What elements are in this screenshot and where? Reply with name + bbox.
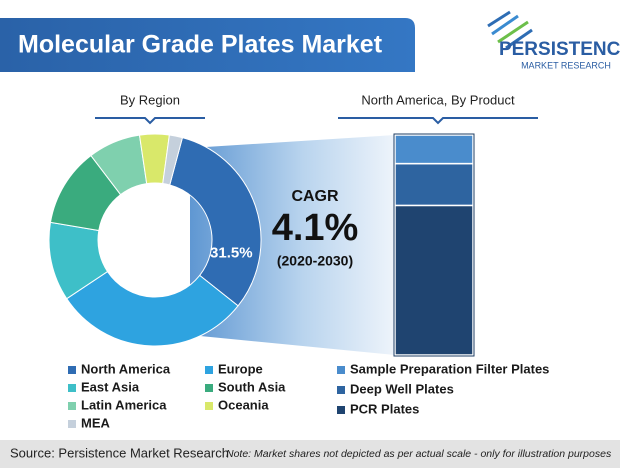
legend-swatch bbox=[205, 384, 213, 392]
donut-title: By Region bbox=[120, 92, 180, 107]
bar-segment bbox=[394, 204, 474, 356]
note: Note: Market shares not depicted as per … bbox=[226, 448, 612, 460]
bracket bbox=[338, 117, 538, 125]
legend: North America Europe East Asia South Asia La… bbox=[68, 361, 549, 430]
title: Molecular Grade Plates Market bbox=[18, 31, 383, 59]
legend-swatch bbox=[205, 366, 213, 374]
logo-text: PERSISTENCE bbox=[499, 39, 620, 60]
legend-label: MEA bbox=[81, 415, 111, 430]
bracket bbox=[95, 117, 205, 125]
bar-outline bbox=[393, 133, 475, 357]
source: Source: Persistence Market Research bbox=[10, 445, 229, 460]
logo-icon bbox=[487, 10, 533, 50]
legend-label: North America bbox=[81, 361, 171, 376]
legend-swatch bbox=[337, 406, 345, 414]
legend-label: Sample Preparation Filter Plates bbox=[350, 361, 549, 376]
legend-label: PCR Plates bbox=[350, 401, 419, 416]
donut-segment bbox=[162, 134, 184, 186]
legend-label: South Asia bbox=[218, 379, 286, 394]
legend-label: Oceania bbox=[218, 397, 269, 412]
legend-swatch bbox=[337, 386, 345, 394]
bar-segment bbox=[394, 134, 474, 165]
legend-label: Latin America bbox=[81, 397, 167, 412]
legend-swatch bbox=[205, 402, 213, 410]
donut-segment bbox=[66, 270, 239, 347]
title-banner bbox=[0, 18, 415, 72]
legend-label: Deep Well Plates bbox=[350, 381, 454, 396]
stacked-bar bbox=[393, 133, 475, 357]
legend-swatch bbox=[337, 366, 345, 374]
legend-label: Europe bbox=[218, 361, 263, 376]
data-label: 31.5% bbox=[210, 244, 253, 261]
bar-segment bbox=[394, 162, 474, 207]
legend-label: East Asia bbox=[81, 379, 140, 394]
legend-swatch bbox=[68, 366, 76, 374]
cagr-label: CAGR bbox=[291, 188, 339, 205]
legend-swatch bbox=[68, 402, 76, 410]
donut: 31.5% bbox=[48, 133, 262, 347]
logo-subtext: MARKET RESEARCH bbox=[521, 60, 611, 70]
cagr-value: 4.1% bbox=[272, 207, 359, 249]
bar-title: North America, By Product bbox=[361, 92, 515, 107]
legend-swatch bbox=[68, 384, 76, 392]
legend-swatch bbox=[68, 420, 76, 428]
cagr-period: (2020-2030) bbox=[277, 253, 353, 269]
donut-segment bbox=[169, 136, 262, 307]
footer-band bbox=[0, 440, 620, 468]
